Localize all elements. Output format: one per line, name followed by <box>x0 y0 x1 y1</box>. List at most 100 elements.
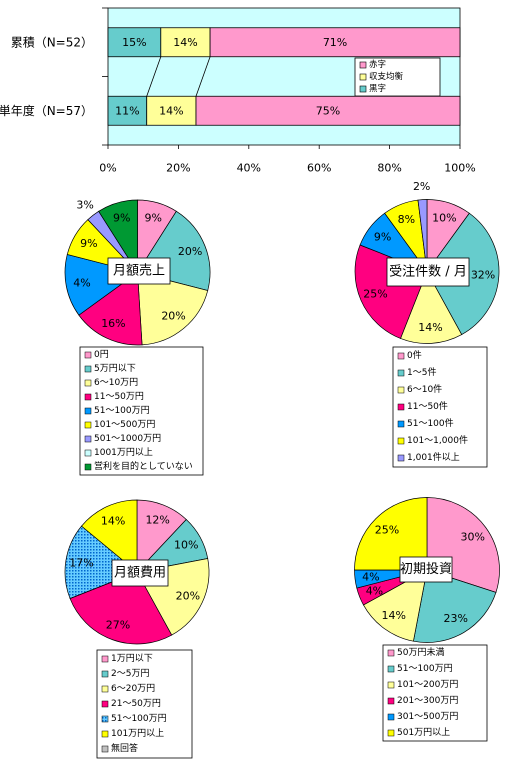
pie-slice-label: 4% <box>362 571 379 584</box>
legend-label: 6～20万円 <box>111 683 155 694</box>
legend-label: 無回答 <box>111 742 138 754</box>
pie-slice-label: 25% <box>363 287 387 300</box>
legend-swatch <box>397 454 405 462</box>
pie-slice <box>137 272 209 346</box>
pie-title-box <box>107 257 171 285</box>
legend-swatch <box>101 745 109 753</box>
pie-slice-label: 30% <box>461 530 485 543</box>
bar-segment-label: 15% <box>122 36 146 49</box>
legend-swatch <box>359 73 367 81</box>
pie-slice-label: 10% <box>174 538 198 551</box>
legend-swatch <box>359 61 367 69</box>
x-tick-label: 20% <box>166 162 190 175</box>
pie-slice-label: 20% <box>178 245 202 258</box>
legend-box <box>382 644 488 742</box>
pie-slice-label: 9% <box>374 231 391 244</box>
legend-label: 51～100件 <box>407 417 454 429</box>
legend-label: 6～10万円 <box>94 377 138 388</box>
legend-label: 1万円以下 <box>111 653 153 664</box>
legend-swatch <box>84 379 92 387</box>
legend-label: 101～500万円 <box>94 419 155 430</box>
series-line <box>146 56 162 97</box>
bar-segment-label: 14% <box>173 36 197 49</box>
legend-label: 11～50万円 <box>94 391 144 402</box>
pie-slice <box>78 271 143 346</box>
legend-label: 1001万円以上 <box>94 447 153 458</box>
pie-slice <box>69 571 173 645</box>
legend-swatch <box>101 730 109 738</box>
legend-label: 黒字 <box>369 83 386 94</box>
pie-slice <box>413 569 497 643</box>
pie-title: 月額費用 <box>114 566 166 581</box>
legend-swatch <box>101 685 109 693</box>
legend-swatch <box>84 393 92 401</box>
bar-segment <box>195 95 461 126</box>
legend-label: 0円 <box>94 349 109 360</box>
legend-label: 営利を目的としていない <box>94 460 193 472</box>
legend-swatch <box>84 421 92 429</box>
legend-swatch <box>359 85 367 93</box>
legend-label: 6～10件 <box>407 383 442 395</box>
pie-slice <box>64 525 138 599</box>
legend-label: 101万円以上 <box>111 728 164 739</box>
series-line <box>195 56 211 97</box>
bar-segment <box>107 95 148 126</box>
legend-label: 501～1000万円 <box>94 433 161 444</box>
legend-label: 501万円以上 <box>397 727 450 738</box>
pie-slice <box>400 270 463 344</box>
legend-swatch <box>84 463 92 471</box>
pie-slice-label: 4% <box>73 277 90 290</box>
bar-segment <box>160 27 211 58</box>
pie-slice-label: 3% <box>76 198 93 211</box>
x-tick-label: 80% <box>377 162 401 175</box>
legend-label: 2～5万円 <box>111 668 149 679</box>
legend-swatch <box>101 655 109 663</box>
pie-slice-label: 25% <box>375 524 399 537</box>
legend-swatch <box>387 729 395 737</box>
pie-slice-label: 23% <box>444 612 468 625</box>
bar-segment <box>107 27 162 58</box>
legend-swatch <box>397 352 405 360</box>
pie-slice-label: 17% <box>69 557 93 570</box>
legend-label: 201～300万円 <box>397 695 458 706</box>
pie-legend: 0件 1～5件 6～10件 11～50件 51～100件 101～1,000件 1,001件… <box>392 346 488 468</box>
pie-slice-label: 27% <box>106 618 130 631</box>
legend-label: 51～100万円 <box>397 663 453 674</box>
legend-label: 101～200万円 <box>397 679 458 690</box>
pie-slice-label: 14% <box>382 609 406 622</box>
legend-swatch <box>397 403 405 411</box>
legend-swatch <box>397 369 405 377</box>
pie-title-box <box>386 257 470 287</box>
legend-swatch <box>84 435 92 443</box>
pie-slice <box>98 199 138 274</box>
legend-swatch <box>387 665 395 673</box>
legend-swatch <box>101 715 109 723</box>
pie-legend: 50万円未満 51～100万円 101～200万円 201～300万円 301～500万… <box>382 644 488 742</box>
legend-swatch <box>397 386 405 394</box>
legend-swatch <box>101 700 109 708</box>
pie-slice-label: 14% <box>101 515 125 528</box>
legend-box <box>354 57 441 97</box>
legend-label: 21～50万円 <box>111 698 161 709</box>
x-tick-label: 100% <box>444 162 475 175</box>
stacked-bar-chart: 累積（N=52） 15% 14% 71% 単年度（N=57） 11% 14% 75% 0% 20%… <box>0 7 476 175</box>
pie-slice-label: 9% <box>80 237 97 250</box>
pie-slice <box>417 199 428 272</box>
pie-title-box <box>111 559 169 587</box>
pie-slice <box>81 499 138 573</box>
category-label: 単年度（N=57） <box>0 103 93 118</box>
pie-title-box <box>399 556 453 583</box>
legend-swatch <box>84 365 92 373</box>
x-tick-label: 60% <box>307 162 331 175</box>
legend-label: 51～100万円 <box>111 713 167 724</box>
pie-slice-label: 20% <box>176 589 200 602</box>
pie-slice-label: 14% <box>418 321 442 334</box>
bar-segment-label: 71% <box>323 36 347 49</box>
pie-title: 月額売上 <box>113 263 165 279</box>
pie-slice-label: 16% <box>101 317 125 330</box>
pie-legend: 1万円以下 2～5万円 6～20万円 21～50万円 51～100万円 101万円以上無回… <box>96 649 193 759</box>
legend-box <box>79 346 204 476</box>
legend-swatch <box>397 420 405 428</box>
legend-label: 0件 <box>407 349 422 361</box>
